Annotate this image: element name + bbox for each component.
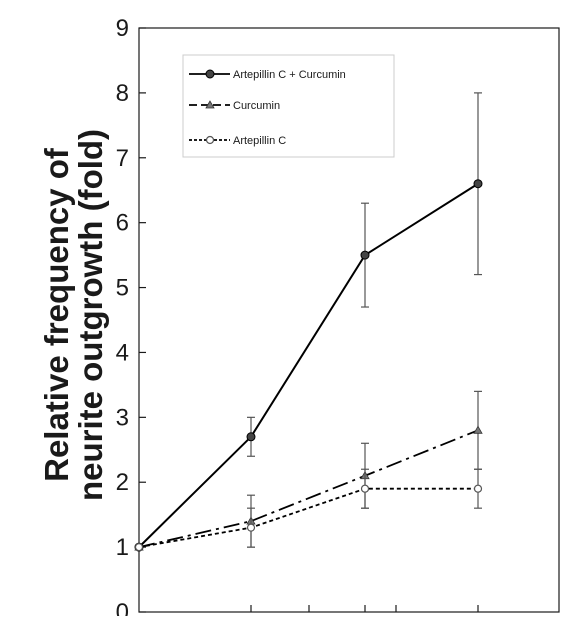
series-layer: [134, 92, 483, 552]
data-point: [360, 484, 370, 493]
y-tick-label: 3: [116, 404, 129, 431]
legend-label: Artepillin C + Curcumin: [233, 69, 346, 81]
legend-marker: [205, 100, 215, 109]
series-line: [138, 182, 479, 548]
y-tick-label: 1: [116, 534, 129, 561]
y-axis-label-line1: Relative frequency of: [38, 147, 75, 482]
legend-label: Curcumin: [233, 100, 280, 112]
y-tick-label: 6: [116, 210, 129, 237]
y-tick-label: 2: [116, 469, 129, 496]
y-tick-label: 8: [116, 80, 129, 107]
legend-marker: [205, 69, 215, 79]
series-2: [134, 468, 483, 552]
y-tick-label: 0: [116, 599, 129, 616]
data-point: [246, 523, 256, 532]
axes: 0 1 2 3 4 5 6 7 8 9: [116, 15, 560, 621]
data-point: [473, 484, 483, 493]
y-tick-label: 5: [116, 275, 129, 302]
series-line: [138, 429, 479, 548]
legend-item-2: Artepillin C: [189, 135, 286, 147]
y-tick-label: 9: [116, 15, 129, 42]
plot-frame: [138, 27, 560, 613]
legend: Artepillin C + Curcumin Curcumin Artepilli…: [182, 54, 395, 158]
series-1: [134, 390, 483, 551]
y-tick-label: 7: [116, 145, 129, 172]
legend-label: Artepillin C: [233, 135, 286, 147]
y-tick-label: 4: [116, 339, 129, 366]
legend-box: [182, 54, 395, 158]
data-point: [473, 425, 483, 434]
series-0: [134, 92, 483, 552]
legend-marker: [205, 135, 215, 145]
series-line: [138, 487, 478, 548]
legend-item-0: Artepillin C + Curcumin: [189, 69, 346, 81]
data-point: [246, 432, 256, 442]
data-point: [134, 543, 144, 552]
data-point: [360, 250, 370, 260]
legend-item-1: Curcumin: [189, 100, 280, 112]
data-point: [473, 179, 483, 189]
y-axis-label-line2: neurite outgrowth (fold): [72, 129, 109, 501]
